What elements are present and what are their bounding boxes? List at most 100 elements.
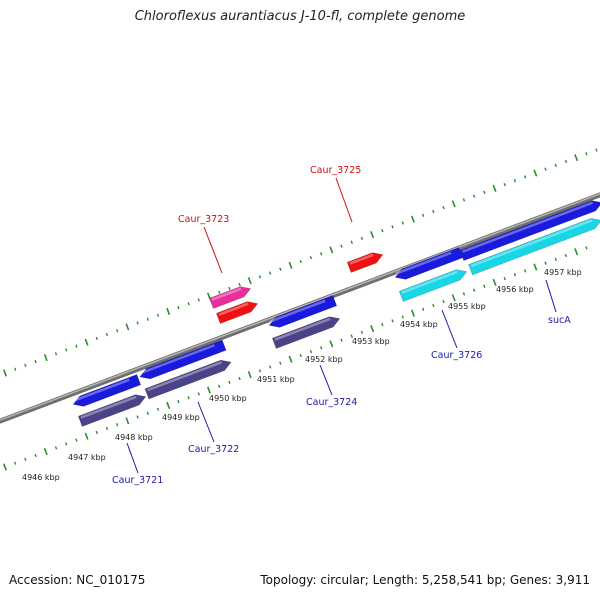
lower-ruler-tick — [329, 340, 334, 348]
lower-ruler-tick — [554, 257, 557, 261]
cds-caur-3724-reverse — [271, 316, 341, 349]
upper-ruler-tick — [177, 305, 180, 310]
upper-ruler-tick — [595, 148, 598, 152]
upper-ruler-tick — [585, 152, 588, 156]
upper-ruler-tick — [268, 271, 272, 275]
lower-ruler-tick — [177, 399, 180, 404]
kbp-tick-label: 4951 kbp — [257, 375, 295, 384]
lower-ruler-tick — [309, 349, 313, 354]
upper-ruler-tick — [54, 352, 58, 356]
lower-ruler-tick — [492, 278, 497, 286]
lower-ruler-tick — [136, 415, 139, 419]
upper-ruler-tick — [258, 275, 262, 279]
upper-ruler-tick — [432, 209, 435, 214]
kbp-tick-label: 4955 kbp — [448, 302, 486, 311]
lower-ruler-tick — [197, 392, 200, 396]
kbp-tick-label: 4952 kbp — [305, 355, 343, 364]
lower-ruler-tick — [156, 407, 160, 411]
upper-ruler-tick — [125, 323, 130, 331]
lower-ruler-tick — [472, 288, 476, 292]
upper-ruler-tick — [218, 290, 221, 294]
kbp-tick-label: 4954 kbp — [400, 320, 438, 329]
upper-ruler-tick — [116, 329, 119, 333]
upper-ruler-tick — [3, 369, 7, 377]
lower-ruler-tick — [533, 263, 538, 271]
upper-ruler-tick — [84, 338, 89, 346]
upper-ruler-tick — [421, 213, 425, 217]
lower-ruler-tick — [381, 323, 384, 327]
upper-ruler-tick — [391, 225, 394, 229]
lower-ruler-tick — [288, 355, 293, 363]
upper-ruler-tick — [166, 307, 171, 315]
upper-ruler-tick — [472, 194, 476, 198]
upper-ruler-tick — [228, 286, 231, 291]
lower-ruler-tick — [442, 299, 445, 304]
lower-ruler-tick — [340, 338, 343, 342]
gene-label-leader — [203, 226, 223, 274]
upper-ruler-tick — [75, 344, 78, 348]
upper-ruler-tick — [146, 317, 149, 321]
lower-ruler-tick — [370, 325, 375, 333]
lower-ruler-tick — [523, 269, 527, 273]
upper-ruler-tick — [554, 163, 557, 167]
gene-label: Caur_3725 — [310, 165, 361, 176]
rna-caur-3723-pink — [209, 286, 252, 309]
cds-caur-3722-forward — [139, 339, 227, 380]
upper-ruler-tick — [34, 359, 37, 364]
upper-ruler-tick — [24, 363, 27, 367]
lower-ruler-tick — [401, 315, 404, 319]
lower-ruler-tick — [451, 294, 456, 302]
lower-ruler-tick — [319, 346, 323, 350]
upper-ruler-tick — [309, 255, 313, 260]
kbp-tick-label: 4957 kbp — [544, 268, 582, 277]
upper-ruler-tick — [279, 267, 282, 271]
gene-label: Caur_3721 — [112, 475, 163, 486]
kbp-tick-label: 4956 kbp — [496, 285, 534, 294]
upper-ruler-tick — [370, 231, 375, 239]
gene-label-leader — [197, 401, 215, 443]
cds-caur-3721-reverse — [77, 394, 147, 427]
upper-ruler-tick — [410, 215, 415, 223]
lower-ruler-tick — [585, 246, 588, 250]
lower-ruler-tick — [116, 423, 119, 427]
lower-ruler-tick — [84, 432, 89, 440]
lower-ruler-tick — [146, 411, 149, 415]
gene-label: Caur_3723 — [178, 214, 229, 225]
lower-ruler-tick — [574, 248, 579, 256]
lower-ruler-tick — [24, 457, 27, 461]
upper-ruler-tick — [533, 169, 538, 177]
upper-ruler-tick — [513, 179, 517, 183]
lower-ruler-tick — [544, 261, 547, 265]
lower-ruler-tick — [14, 461, 17, 465]
lower-ruler-tick — [218, 384, 221, 388]
feature-suca-cyan — [468, 218, 600, 276]
cds-caur-3726-forward — [394, 247, 464, 280]
upper-ruler-tick — [197, 298, 200, 302]
lower-ruler-tick — [503, 276, 506, 281]
upper-ruler-tick — [65, 348, 68, 352]
gene-label-leader — [319, 364, 333, 396]
lower-ruler-tick — [421, 307, 425, 311]
upper-ruler-tick — [105, 332, 109, 337]
upper-ruler-tick — [360, 236, 364, 241]
upper-ruler-tick — [544, 167, 547, 171]
genome-backbone-highlight — [0, 193, 600, 421]
gene-label: Caur_3722 — [188, 444, 239, 455]
upper-ruler-tick — [574, 154, 579, 162]
upper-ruler-tick — [319, 252, 323, 256]
feature-caur-3726-cyan — [398, 269, 468, 302]
lower-ruler-tick — [75, 438, 78, 442]
upper-ruler-tick — [43, 354, 48, 362]
upper-ruler-tick — [340, 244, 343, 248]
lower-ruler-tick — [206, 386, 211, 394]
lower-ruler-tick — [238, 376, 241, 381]
gene-label-leader — [545, 279, 557, 313]
kbp-tick-label: 4948 kbp — [115, 433, 153, 442]
feature-layer — [72, 200, 600, 427]
lower-ruler-tick — [95, 430, 98, 435]
lower-ruler-tick — [54, 446, 58, 450]
label-layer: 4946 kbp 4947 kbp 4948 kbp 4949 kbp 4950 kbp… — [22, 165, 582, 486]
upper-ruler-tick — [401, 221, 404, 225]
tick-layer — [3, 148, 598, 471]
